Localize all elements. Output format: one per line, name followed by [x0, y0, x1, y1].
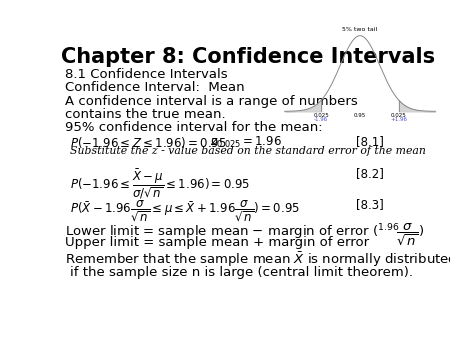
Text: 95% confidence interval for the mean:: 95% confidence interval for the mean: — [65, 121, 323, 134]
Text: $z_{0.025} = 1.96$: $z_{0.025} = 1.96$ — [210, 135, 282, 150]
Text: 0.95: 0.95 — [354, 113, 366, 118]
Text: Chapter 8: Confidence Intervals: Chapter 8: Confidence Intervals — [62, 47, 436, 67]
Text: [8.3]: [8.3] — [356, 198, 384, 211]
Text: Upper limit = sample mean + margin of error: Upper limit = sample mean + margin of er… — [65, 236, 369, 249]
Text: $P(-1.96 \leq Z \leq 1.96) = 0.95$: $P(-1.96 \leq Z \leq 1.96) = 0.95$ — [70, 135, 227, 150]
Text: Remember that the sample mean $\bar{X}$ is normally distributed,: Remember that the sample mean $\bar{X}$ … — [65, 251, 450, 269]
Text: -1.96: -1.96 — [314, 117, 328, 122]
Text: 8.1 Confidence Intervals: 8.1 Confidence Intervals — [65, 68, 228, 81]
Text: Confidence Interval:  Mean: Confidence Interval: Mean — [65, 81, 245, 94]
Text: 0.025: 0.025 — [313, 113, 329, 118]
Text: Substitute the z - value based on the standard error of the mean: Substitute the z - value based on the st… — [70, 146, 426, 156]
Text: A confidence interval is a range of numbers: A confidence interval is a range of numb… — [65, 95, 358, 108]
Text: +1.96: +1.96 — [390, 117, 407, 122]
Text: 0.025: 0.025 — [391, 113, 407, 118]
Text: Lower limit = sample mean $-$ margin of error ($^{1.96}\!\dfrac{\sigma}{\sqrt{n}: Lower limit = sample mean $-$ margin of … — [65, 221, 424, 248]
Text: [8.2]: [8.2] — [356, 167, 384, 180]
Text: $P(-1.96 \leq \dfrac{\bar{X} - \mu}{\sigma / \sqrt{n}} \leq 1.96) = 0.95$: $P(-1.96 \leq \dfrac{\bar{X} - \mu}{\sig… — [70, 167, 250, 201]
Text: $P(\bar{X} - 1.96\dfrac{\sigma}{\sqrt{n}} \leq \mu \leq \bar{X} + 1.96\dfrac{\si: $P(\bar{X} - 1.96\dfrac{\sigma}{\sqrt{n}… — [70, 198, 300, 223]
Text: contains the true mean.: contains the true mean. — [65, 108, 225, 121]
Text: [8.1]: [8.1] — [356, 135, 384, 148]
Text: if the sample size n is large (central limit theorem).: if the sample size n is large (central l… — [69, 266, 413, 279]
Text: 5% two tail: 5% two tail — [342, 27, 378, 32]
